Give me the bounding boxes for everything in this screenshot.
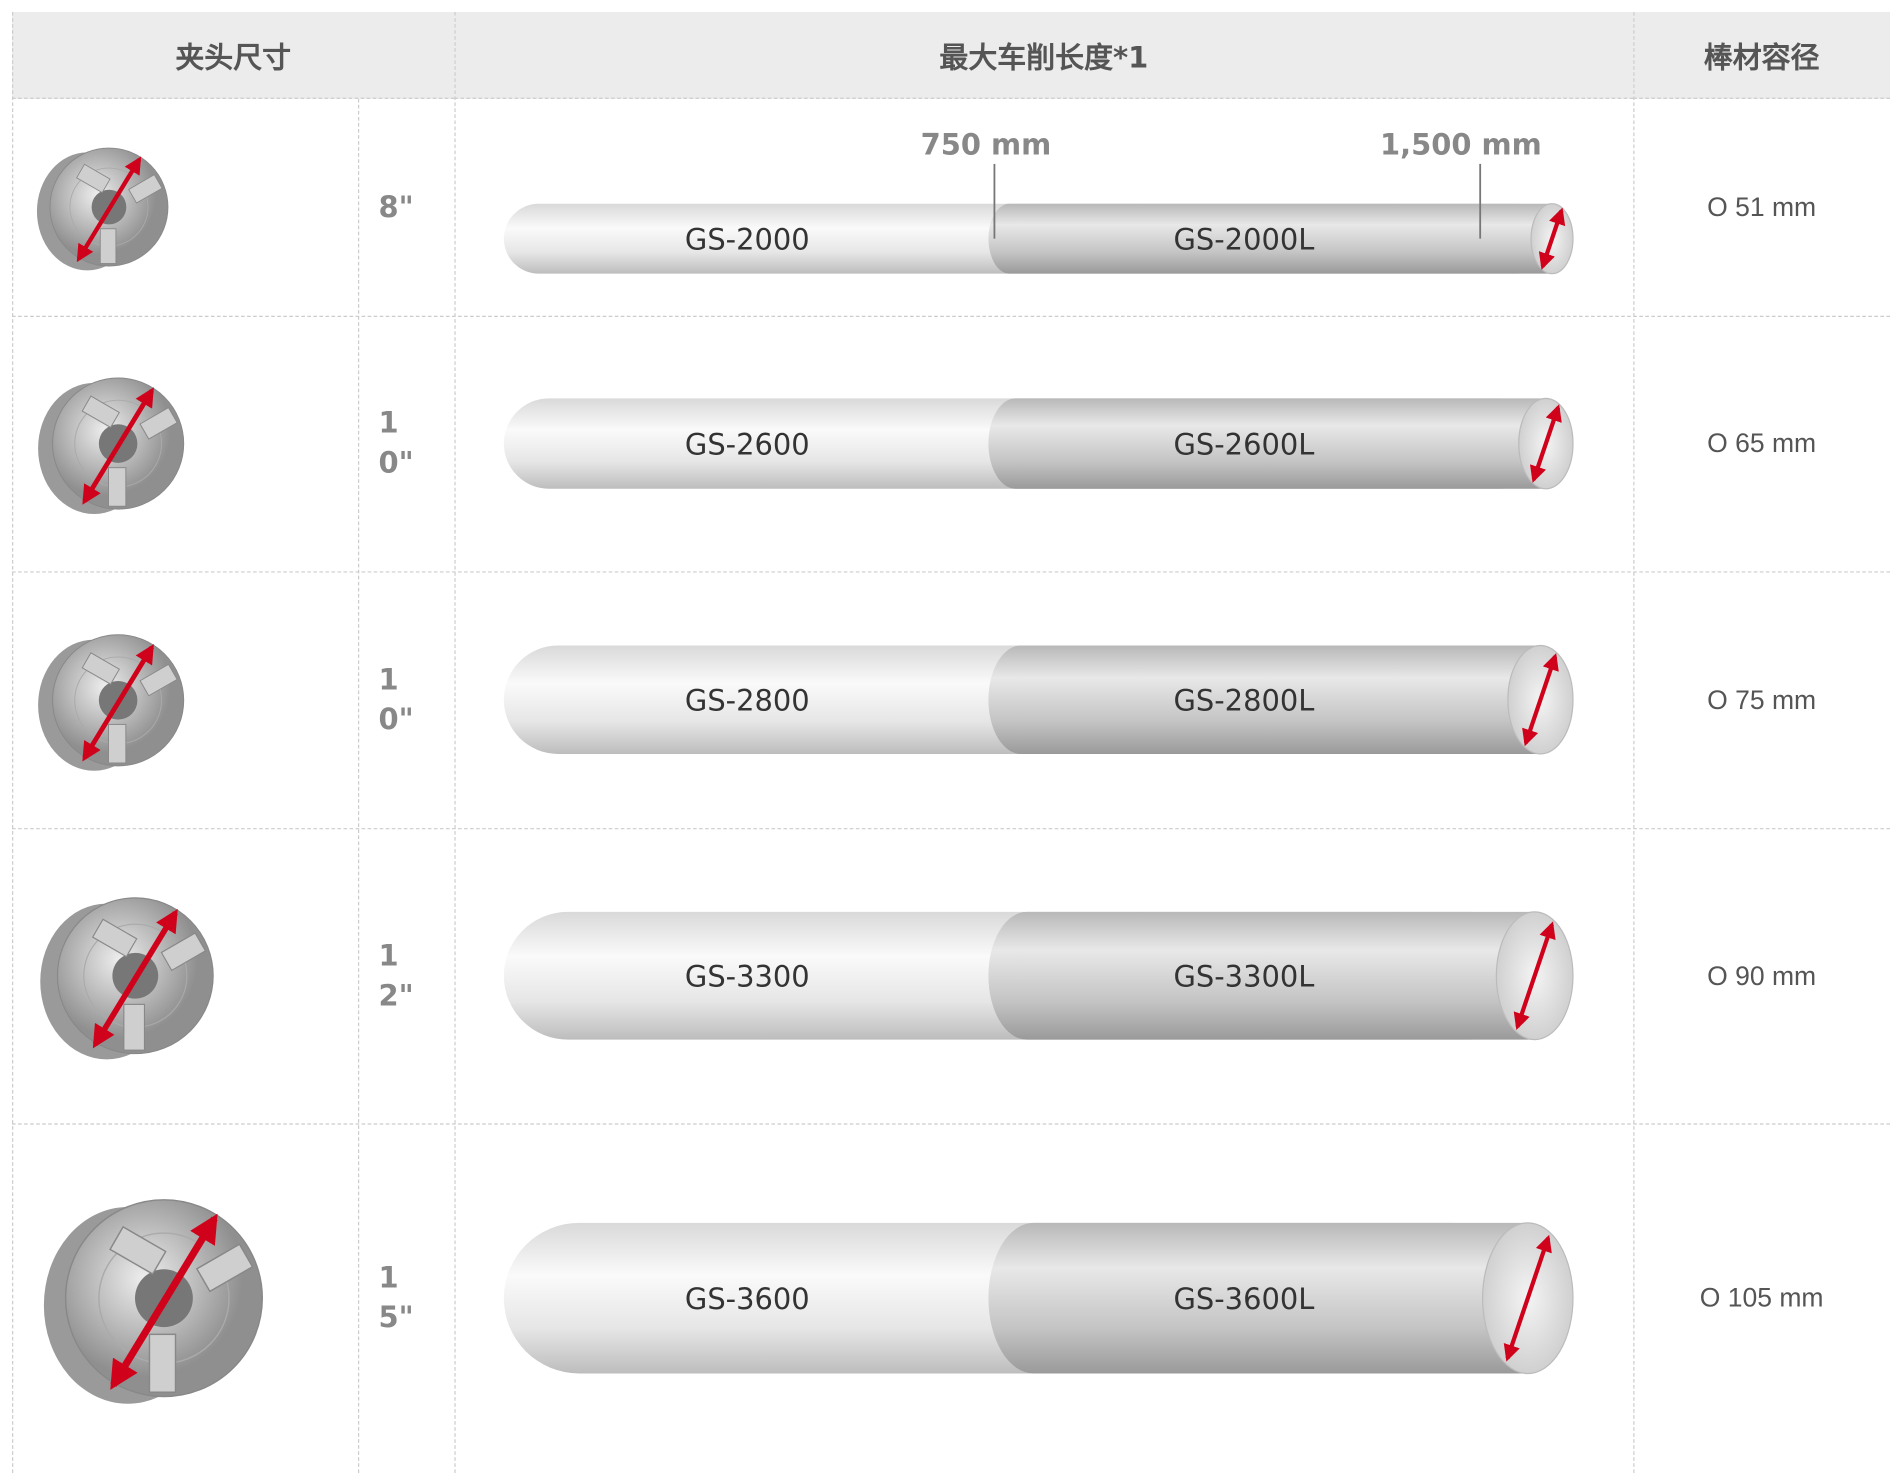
model-label: GS-3600 <box>685 1282 810 1316</box>
chuck-jaw <box>108 723 127 763</box>
chuck-jaw <box>148 1333 177 1393</box>
diameter-arrow <box>1522 653 1559 747</box>
diameter-arrow <box>1503 1234 1552 1362</box>
diameter-arrow <box>1529 404 1562 483</box>
chuck-icon <box>36 147 169 271</box>
chuck-arrow <box>82 643 154 761</box>
chuck-jaw <box>108 467 127 507</box>
row-divider <box>12 571 1890 573</box>
bar-long <box>988 911 1535 1040</box>
chuck-jaw <box>123 1003 146 1051</box>
bar-long <box>988 398 1546 489</box>
chuck-arrow <box>92 908 178 1049</box>
chuck-arrow <box>82 387 154 505</box>
model-label: GS-2800L <box>1174 684 1315 718</box>
bar-capacity: O 51 mm <box>1707 191 1817 222</box>
chuck-size: 10" <box>378 662 414 736</box>
bar-long <box>988 203 1553 274</box>
row-divider <box>12 315 1890 318</box>
chuck-size: 15" <box>378 1260 414 1335</box>
chuck-icon <box>38 377 185 514</box>
model-label: GS-3600L <box>1174 1282 1315 1316</box>
chuck-icon <box>38 633 185 771</box>
bar-long <box>988 645 1541 754</box>
bar-capacity: O 65 mm <box>1707 427 1817 459</box>
bar-graphic: GS-2800 GS-2800L <box>503 644 1574 755</box>
bar-capacity: O 105 mm <box>1699 1282 1824 1313</box>
chuck-arrow <box>110 1213 218 1390</box>
model-label: GS-2000L <box>1174 223 1315 257</box>
chuck-arrow <box>76 156 142 263</box>
bar-graphic: GS-2000 GS-2000L 750 mm 1,500 mm <box>503 127 1574 275</box>
model-label: GS-2600 <box>685 427 810 461</box>
column-divider <box>454 12 456 1473</box>
column-divider <box>357 98 360 1473</box>
bar-graphic: GS-3600 GS-3600L <box>503 1222 1574 1375</box>
chuck-icon <box>43 1199 264 1404</box>
header-cell: 棒材容径 <box>1633 12 1890 99</box>
bar-capacity: O 90 mm <box>1707 960 1817 991</box>
chuck-icon <box>40 897 214 1060</box>
column-divider <box>12 12 14 1473</box>
model-label: GS-2600L <box>1174 427 1315 461</box>
bar-graphic: GS-3300 GS-3300L <box>503 911 1574 1041</box>
chuck-size: 12" <box>378 938 414 1012</box>
model-label: GS-3300L <box>1174 960 1315 994</box>
header-cell: 最大车削长度*1 <box>454 12 1634 99</box>
chuck-jaw <box>99 228 117 265</box>
length-label: 750 mm <box>921 127 1052 161</box>
row-divider <box>12 1123 1890 1125</box>
chuck-size: 10" <box>378 406 414 480</box>
model-label: GS-3300 <box>685 960 810 994</box>
chuck-size: 8" <box>378 189 414 224</box>
model-label: GS-2800 <box>685 684 810 718</box>
row-divider <box>12 828 1890 830</box>
diameter-arrow <box>1538 207 1566 270</box>
bar-long <box>988 1222 1528 1374</box>
length-label: 1,500 mm <box>1380 127 1542 161</box>
bar-graphic: GS-2600 GS-2600L <box>503 397 1574 490</box>
model-label: GS-2000 <box>685 223 810 257</box>
bar-capacity: O 75 mm <box>1707 684 1817 715</box>
diameter-arrow <box>1513 921 1556 1031</box>
header-cell: 夹头尺寸 <box>12 12 455 99</box>
column-divider <box>1633 12 1635 1473</box>
